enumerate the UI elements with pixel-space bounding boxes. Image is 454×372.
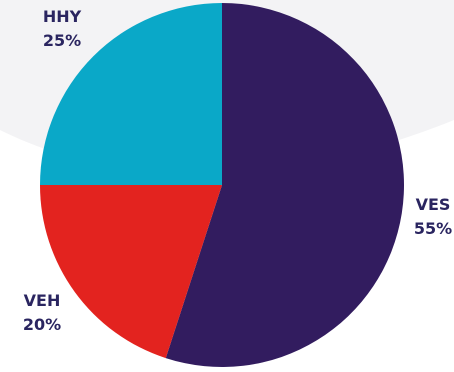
pie-value-hhy: 25% (43, 31, 81, 50)
pie-slice-veh (40, 185, 222, 359)
pie-value-ves: 55% (414, 219, 452, 238)
pie-label-veh: VEH (24, 291, 61, 310)
pie-slices (40, 2, 405, 367)
pie-label-hhy: HHY (43, 7, 82, 26)
pie-slice-ves (165, 2, 405, 367)
pie-labels: VES 55% VEH 20% HHY 25% (23, 7, 452, 334)
pie-value-veh: 20% (23, 315, 61, 334)
pie-label-ves: VES (416, 195, 451, 214)
pie-slice-hhy (40, 3, 222, 185)
